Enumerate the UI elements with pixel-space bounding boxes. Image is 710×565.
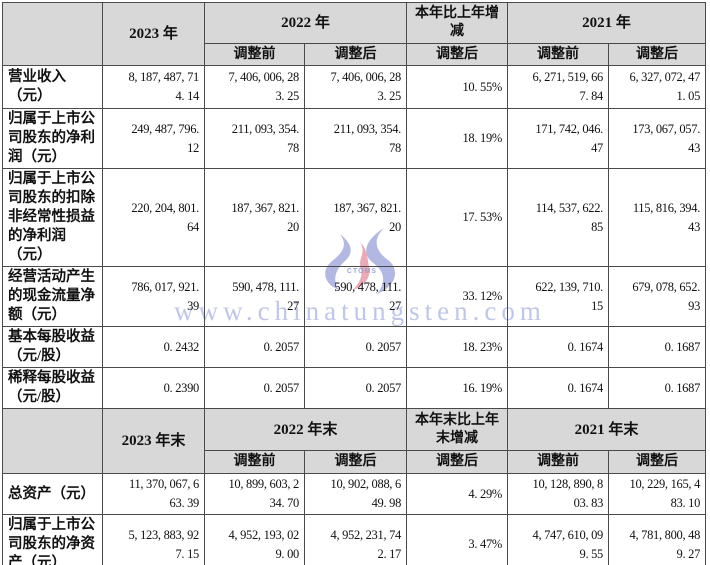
table-row-net-assets: 归属于上市公 司股东的净资 产（元） 5, 123, 883, 92 7. 15… xyxy=(2,514,707,565)
basic-eps-2023: 0. 2432 xyxy=(102,326,205,368)
cash-flow-2021-after: 679, 078, 652. 93 xyxy=(608,266,707,327)
header-corner-2 xyxy=(2,408,103,474)
total-assets-2022-before: 10, 899, 603, 2 34. 70 xyxy=(204,473,305,515)
subheader-2021-before-adjust: 调整前 xyxy=(507,43,610,66)
total-assets-2023: 11, 370, 067, 6 63. 39 xyxy=(102,473,205,515)
diluted-eps-change: 16. 19% xyxy=(406,367,509,409)
total-assets-2022-after: 10, 902, 088, 6 49. 98 xyxy=(303,473,408,515)
net-profit-2022-after: 211, 093, 354. 78 xyxy=(303,108,408,169)
header-corner-1 xyxy=(2,2,103,66)
subheader-2021-end-before-adjust: 调整前 xyxy=(507,450,610,474)
row-label-operating-revenue: 营业收入 （元） xyxy=(2,65,103,109)
row-label-net-profit: 归属于上市公 司股东的净利 润（元） xyxy=(2,108,103,169)
header-2023: 2023 年 xyxy=(102,2,205,66)
subheader-2021-end-after-adjust: 调整后 xyxy=(608,450,707,474)
diluted-eps-2022-before: 0. 2057 xyxy=(204,367,305,409)
subheader-2022-before-adjust: 调整前 xyxy=(204,43,305,66)
net-profit-2022-before: 211, 093, 354. 78 xyxy=(204,108,305,169)
cash-flow-2023: 786, 017, 921. 39 xyxy=(102,266,205,327)
revenue-2023: 8, 187, 487, 71 4. 14 xyxy=(102,65,205,109)
table-row-total-assets: 总资产（元） 11, 370, 067, 6 63. 39 10, 899, 6… xyxy=(2,473,707,515)
table-row-operating-cash-flow: 经营活动产生 的现金流量净 额（元） 786, 017, 921. 39 590… xyxy=(2,266,707,327)
total-assets-change: 4. 29% xyxy=(406,473,509,515)
row-label-total-assets: 总资产（元） xyxy=(2,473,103,515)
revenue-2021-after: 6, 327, 072, 47 1. 05 xyxy=(608,65,707,109)
header-2021-end: 2021 年末 xyxy=(507,408,707,451)
subheader-end-change-after-adjust: 调整后 xyxy=(406,450,509,474)
net-profit-change: 18. 19% xyxy=(406,108,509,169)
subheader-2022-end-after-adjust: 调整后 xyxy=(303,450,408,474)
deducted-net-profit-change: 17. 53% xyxy=(406,168,509,267)
net-profit-2021-before: 171, 742, 046. 47 xyxy=(507,108,610,169)
net-assets-2021-before: 4, 747, 610, 09 9. 55 xyxy=(507,514,610,565)
net-assets-2022-after: 4, 952, 231, 74 2. 17 xyxy=(303,514,408,565)
revenue-change: 10. 55% xyxy=(406,65,509,109)
row-label-deducted-net-profit: 归属于上市公 司股东的扣除 非经常性损益 的净利润 （元） xyxy=(2,168,103,267)
deducted-net-profit-2021-after: 115, 816, 394. 43 xyxy=(608,168,707,267)
header-yoy-end-change: 本年末比上年 末增减 xyxy=(406,408,509,451)
diluted-eps-2021-after: 0. 1687 xyxy=(608,367,707,409)
basic-eps-2022-after: 0. 2057 xyxy=(303,326,408,368)
cash-flow-change: 33. 12% xyxy=(406,266,509,327)
net-assets-change: 3. 47% xyxy=(406,514,509,565)
header-2022-end: 2022 年末 xyxy=(203,408,408,451)
subheader-2022-after-adjust: 调整后 xyxy=(303,43,408,66)
diluted-eps-2021-before: 0. 1674 xyxy=(507,367,610,409)
subheader-2021-after-adjust: 调整后 xyxy=(608,43,707,66)
basic-eps-change: 18. 23% xyxy=(406,326,509,368)
row-label-basic-eps: 基本每股收益 （元/股） xyxy=(2,326,103,368)
net-assets-2023: 5, 123, 883, 92 7. 15 xyxy=(102,514,205,565)
row-label-diluted-eps: 稀释每股收益 （元/股） xyxy=(2,367,103,409)
subheader-2022-end-before-adjust: 调整前 xyxy=(204,450,305,474)
net-assets-2022-before: 4, 952, 193, 02 9. 00 xyxy=(204,514,305,565)
cash-flow-2022-before: 590, 478, 111. 27 xyxy=(204,266,305,327)
revenue-2021-before: 6, 271, 519, 66 7. 84 xyxy=(507,65,610,109)
basic-eps-2022-before: 0. 2057 xyxy=(204,326,305,368)
revenue-2022-after: 7, 406, 006, 28 3. 25 xyxy=(303,65,408,109)
diluted-eps-2022-after: 0. 2057 xyxy=(303,367,408,409)
deducted-net-profit-2021-before: 114, 537, 622. 85 xyxy=(507,168,610,267)
basic-eps-2021-before: 0. 1674 xyxy=(507,326,610,368)
header-2021: 2021 年 xyxy=(507,2,707,44)
header-2023-end: 2023 年末 xyxy=(102,408,205,474)
deducted-net-profit-2022-after: 187, 367, 821. 20 xyxy=(303,168,408,267)
diluted-eps-2023: 0. 2390 xyxy=(102,367,205,409)
table-row-basic-eps: 基本每股收益 （元/股） 0. 2432 0. 2057 0. 2057 18.… xyxy=(2,326,707,368)
deducted-net-profit-2022-before: 187, 367, 821. 20 xyxy=(204,168,305,267)
subheader-change-after-adjust: 调整后 xyxy=(406,43,509,66)
row-label-operating-cash-flow: 经营活动产生 的现金流量净 额（元） xyxy=(2,266,103,327)
row-label-net-assets: 归属于上市公 司股东的净资 产（元） xyxy=(2,514,103,565)
net-assets-2021-after: 4, 781, 800, 48 9. 27 xyxy=(608,514,707,565)
net-profit-2023: 249, 487, 796. 12 xyxy=(102,108,205,169)
total-assets-2021-before: 10, 128, 890, 8 03. 83 xyxy=(507,473,610,515)
table-row-deducted-net-profit: 归属于上市公 司股东的扣除 非经常性损益 的净利润 （元） 220, 204, … xyxy=(2,168,707,267)
table-row-diluted-eps: 稀释每股收益 （元/股） 0. 2390 0. 2057 0. 2057 16.… xyxy=(2,367,707,409)
header-2022: 2022 年 xyxy=(203,2,408,44)
total-assets-2021-after: 10, 229, 165, 4 83. 10 xyxy=(608,473,707,515)
basic-eps-2021-after: 0. 1687 xyxy=(608,326,707,368)
net-profit-2021-after: 173, 067, 057. 43 xyxy=(608,108,707,169)
header-yoy-change: 本年比上年增 减 xyxy=(406,2,509,44)
table-row-revenue: 营业收入 （元） 8, 187, 487, 71 4. 14 7, 406, 0… xyxy=(2,65,707,109)
cash-flow-2021-before: 622, 139, 710. 15 xyxy=(507,266,610,327)
deducted-net-profit-2023: 220, 204, 801. 64 xyxy=(102,168,205,267)
revenue-2022-before: 7, 406, 006, 28 3. 25 xyxy=(204,65,305,109)
table-row-net-profit: 归属于上市公 司股东的净利 润（元） 249, 487, 796. 12 211… xyxy=(2,108,707,169)
cash-flow-2022-after: 590, 478, 111. 27 xyxy=(303,266,408,327)
